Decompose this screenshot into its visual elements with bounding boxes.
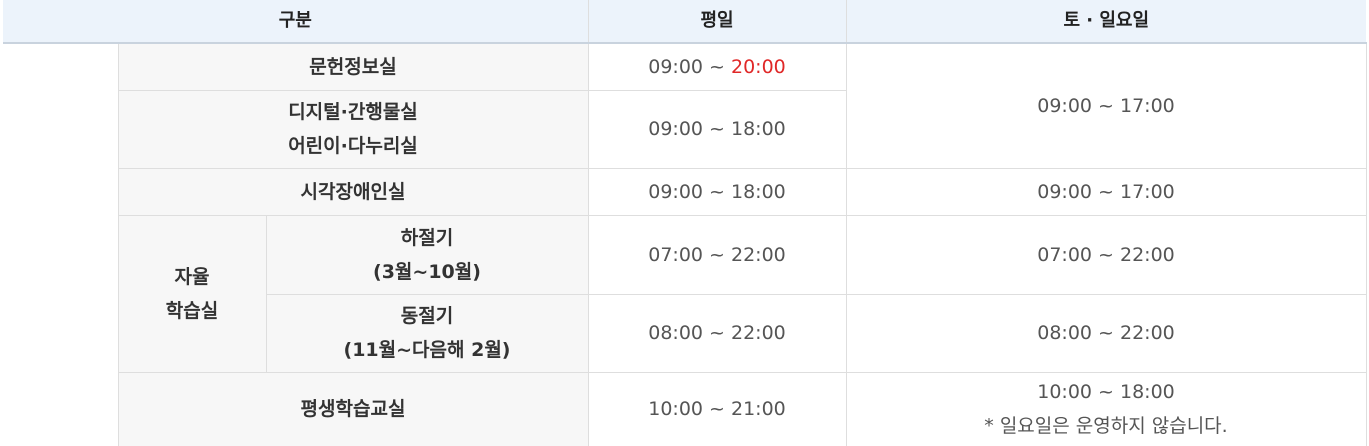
table-header-row: 구분 평일 토 · 일요일 [3, 0, 1366, 44]
table-row: 동절기 (11월~다음해 2월) 08:00 ~ 22:00 08:00 ~ 2… [3, 293, 1367, 373]
room-name: 디지털·간행물실 어린이·다누리실 [117, 89, 589, 169]
season-name-line1: 하절기 [400, 226, 454, 249]
study-group-line1: 자율 [174, 265, 210, 288]
season-name-line2: (11월~다음해 2월) [343, 339, 511, 361]
weekend-hours: 09:00 ~ 17:00 [845, 42, 1367, 169]
weekend-hours-note: * 일요일은 운영하지 않습니다. [984, 415, 1228, 438]
weekday-hours: 09:00 ~ 18:00 [587, 167, 847, 216]
header-weekday: 평일 [587, 0, 847, 44]
weekend-hours: 09:00 ~ 17:00 [845, 167, 1367, 216]
weekday-hours: 07:00 ~ 22:00 [587, 214, 847, 295]
table-row: 문헌정보실 09:00 ~ 20:00 09:00 ~ 17:00 [3, 42, 1367, 446]
weekday-hours: 09:00 ~ 18:00 [587, 89, 847, 169]
table-row: 시각장애인실 09:00 ~ 18:00 09:00 ~ 17:00 [3, 167, 1367, 216]
room-name: 시각장애인실 [117, 167, 589, 216]
table-row: 자율 학습실 하절기 (3월~10월) 07:00 ~ 22:00 07:00 … [3, 214, 1367, 373]
weekend-hours: 07:00 ~ 22:00 [845, 214, 1367, 295]
weekday-hours: 10:00 ~ 21:00 [587, 371, 847, 446]
room-name-line2: 어린이·다누리실 [288, 135, 418, 157]
header-category: 구분 [3, 0, 589, 44]
weekend-hours: 08:00 ~ 22:00 [845, 293, 1367, 373]
season-name: 하절기 (3월~10월) [265, 214, 589, 295]
room-name: 평생학습교실 [117, 371, 589, 446]
table-row: 평생학습교실 10:00 ~ 21:00 10:00 ~ 18:00 * 일요일… [3, 371, 1367, 446]
table-row: 디지털·간행물실 어린이·다누리실 09:00 ~ 18:00 [3, 89, 1366, 169]
weekend-hours: 10:00 ~ 18:00 * 일요일은 운영하지 않습니다. [845, 371, 1367, 446]
table-gutter [3, 43, 118, 446]
header-weekend: 토 · 일요일 [845, 0, 1366, 44]
weekday-hours: 08:00 ~ 22:00 [587, 293, 847, 373]
operating-hours-table: 구분 평일 토 · 일요일 문헌정보실 09:00 ~ 20:00 09:00 … [3, 0, 1367, 446]
weekday-hours-start: 09:00 ~ [648, 55, 731, 78]
weekday-hours: 09:00 ~ 20:00 [587, 42, 847, 91]
room-name-line1: 디지털·간행물실 [288, 101, 418, 123]
room-name: 문헌정보실 [117, 42, 589, 91]
study-group-line2: 학습실 [165, 299, 219, 322]
weekend-hours-time: 10:00 ~ 18:00 [1037, 381, 1175, 404]
weekday-hours-end-highlight: 20:00 [731, 55, 786, 78]
season-name-line1: 동절기 [400, 305, 454, 327]
season-name: 동절기 (11월~다음해 2월) [265, 293, 589, 373]
study-room-group: 자율 학습실 [117, 214, 267, 373]
season-name-line2: (3월~10월) [373, 260, 481, 283]
